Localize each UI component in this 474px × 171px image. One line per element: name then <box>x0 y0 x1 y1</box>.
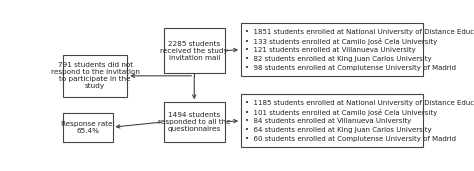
Text: 1494 students
responded to all the
questionnaires: 1494 students responded to all the quest… <box>158 112 230 132</box>
Text: •  1851 students enrolled at National University of Distance Education: • 1851 students enrolled at National Uni… <box>245 29 474 35</box>
Text: 2285 students
received the study
invitation mail: 2285 students received the study invitat… <box>160 41 228 61</box>
Bar <box>164 28 225 73</box>
Text: •  101 students enrolled at Camilo José Cela University: • 101 students enrolled at Camilo José C… <box>245 109 437 116</box>
Bar <box>241 23 423 76</box>
Text: •  64 students enrolled at King Juan Carlos University: • 64 students enrolled at King Juan Carl… <box>245 127 431 133</box>
Text: 791 students did not
respond to the invitation
to participate in the
study: 791 students did not respond to the invi… <box>51 62 139 89</box>
Text: Response rate:
65.4%: Response rate: 65.4% <box>61 121 115 134</box>
Text: •  121 students enrolled at Villanueva University: • 121 students enrolled at Villanueva Un… <box>245 47 416 53</box>
Text: •  1185 students enrolled at National University of Distance Education: • 1185 students enrolled at National Uni… <box>245 100 474 106</box>
Bar <box>164 102 225 142</box>
Bar <box>63 113 112 142</box>
Bar <box>63 55 127 97</box>
Text: •  60 students enrolled at Complutense University of Madrid: • 60 students enrolled at Complutense Un… <box>245 136 456 142</box>
Text: •  84 students enrolled at Villanueva University: • 84 students enrolled at Villanueva Uni… <box>245 118 411 124</box>
Text: •  98 students enrolled at Complutense University of Madrid: • 98 students enrolled at Complutense Un… <box>245 65 456 71</box>
Text: •  133 students enrolled at Camilo José Cela University: • 133 students enrolled at Camilo José C… <box>245 38 437 45</box>
Text: •  82 students enrolled at King Juan Carlos University: • 82 students enrolled at King Juan Carl… <box>245 56 431 62</box>
Bar <box>241 94 423 147</box>
